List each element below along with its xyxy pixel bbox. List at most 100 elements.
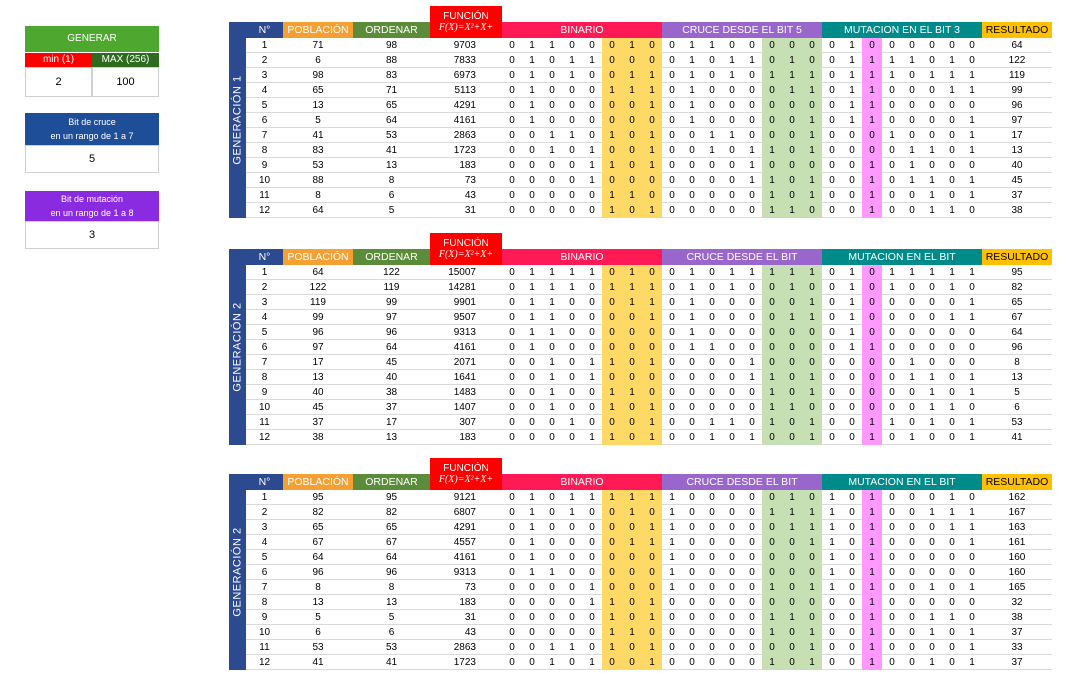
bit-cell: 0	[889, 627, 895, 638]
cell-funcion: 9507	[453, 312, 476, 323]
bit-cell: 0	[802, 610, 822, 625]
bit-cell: 0	[689, 160, 695, 171]
funcion-header-formula: F(X)=X²+X+	[438, 474, 494, 485]
generar-button[interactable]: GENERAR	[25, 26, 159, 52]
bit-cell: 0	[729, 432, 735, 443]
bit-cell: 1	[802, 415, 822, 430]
bit-cell: 0	[689, 537, 695, 548]
cell-funcion: 73	[464, 582, 476, 593]
mutacion-value-cell[interactable]: 3	[25, 221, 159, 249]
bit-cell: 0	[929, 522, 935, 533]
bit-cell: 0	[642, 550, 662, 565]
bit-cell: 1	[602, 625, 622, 640]
bit-cell: 1	[529, 85, 535, 96]
bit-cell: 0	[849, 597, 855, 608]
bit-cell: 0	[762, 550, 782, 565]
bit-cell: 0	[749, 612, 755, 623]
bit-cell: 0	[969, 492, 975, 503]
bit-cell: 0	[509, 552, 515, 563]
bit-cell: 1	[589, 357, 595, 368]
cell-funcion: 2863	[453, 642, 476, 653]
bit-cell: 0	[802, 595, 822, 610]
bit-cell: 0	[829, 205, 835, 216]
bit-cell: 1	[569, 507, 575, 518]
bit-cell: 0	[689, 552, 695, 563]
bit-cell: 0	[569, 160, 575, 171]
max-label: MAX (256)	[92, 53, 159, 67]
bit-cell: 0	[622, 565, 642, 580]
bit-cell: 0	[849, 145, 855, 156]
bit-cell: 0	[889, 642, 895, 653]
bit-cell: 0	[622, 325, 642, 340]
funcion-header-title: FUNCIÓN	[443, 11, 489, 22]
bit-cell: 0	[729, 642, 735, 653]
bit-cell: 0	[969, 327, 975, 338]
cell-res: 41	[1011, 432, 1023, 443]
max-value-cell[interactable]: 100	[92, 67, 159, 97]
bit-cell: 1	[969, 70, 975, 81]
bit-cell: 0	[849, 507, 855, 518]
bit-cell: 0	[509, 130, 515, 141]
bit-cell: 0	[729, 175, 735, 186]
bit-cell: 0	[529, 357, 535, 368]
bit-cell: 1	[729, 282, 735, 293]
bit-cell: 1	[709, 145, 715, 156]
bit-cell: 0	[849, 387, 855, 398]
bit-cell: 1	[762, 143, 782, 158]
bit-cell: 0	[782, 128, 802, 143]
bit-cell: 0	[949, 175, 955, 186]
cell-funcion: 183	[459, 432, 476, 443]
bit-cell: 1	[969, 145, 975, 156]
bit-cell: 0	[729, 342, 735, 353]
bit-cell: 0	[509, 597, 515, 608]
cruce-value-cell[interactable]: 5	[25, 145, 159, 173]
cell-pob: 41	[312, 130, 324, 141]
cell-pob: 40	[312, 387, 324, 398]
bit-cell: 1	[569, 130, 575, 141]
funcion-header-formula: F(X)=X²+X+	[438, 249, 494, 260]
cell-res: 99	[1011, 85, 1023, 96]
bit-cell: 1	[529, 507, 535, 518]
bit-cell: 0	[949, 387, 955, 398]
bit-cell: 0	[689, 432, 695, 443]
bit-cell: 0	[689, 612, 695, 623]
bit-cell: 1	[969, 387, 975, 398]
bit-cell: 0	[569, 387, 575, 398]
bit-cell: 0	[529, 145, 535, 156]
bit-cell: 0	[762, 640, 782, 655]
bit-cell: 0	[529, 642, 535, 653]
cell-funcion: 2071	[453, 357, 476, 368]
bit-cell: 0	[622, 610, 642, 625]
bit-cell: 0	[829, 297, 835, 308]
bit-cell: 1	[642, 203, 662, 218]
bit-cell: 1	[602, 610, 622, 625]
bit-cell: 0	[862, 355, 882, 370]
bit-cell: 1	[549, 267, 555, 278]
cell-res: 119	[1009, 70, 1025, 81]
bit-cell: 1	[622, 265, 642, 280]
bit-cell: 1	[642, 310, 662, 325]
min-value-cell[interactable]: 2	[25, 67, 92, 97]
bit-cell: 1	[862, 595, 882, 610]
bit-cell: 0	[529, 627, 535, 638]
bit-cell: 1	[949, 492, 955, 503]
bit-cell: 1	[802, 188, 822, 203]
bit-cell: 1	[762, 400, 782, 415]
cell-pob: 122	[309, 282, 327, 293]
bit-cell: 1	[782, 610, 802, 625]
cell-ord: 64	[385, 115, 398, 126]
bit-cell: 0	[589, 40, 595, 51]
bit-cell: 0	[602, 68, 622, 83]
bit-cell: 0	[889, 327, 895, 338]
bit-cell: 0	[849, 627, 855, 638]
bit-cell: 0	[782, 340, 802, 355]
bit-cell: 1	[602, 490, 622, 505]
bit-cell: 0	[729, 357, 735, 368]
